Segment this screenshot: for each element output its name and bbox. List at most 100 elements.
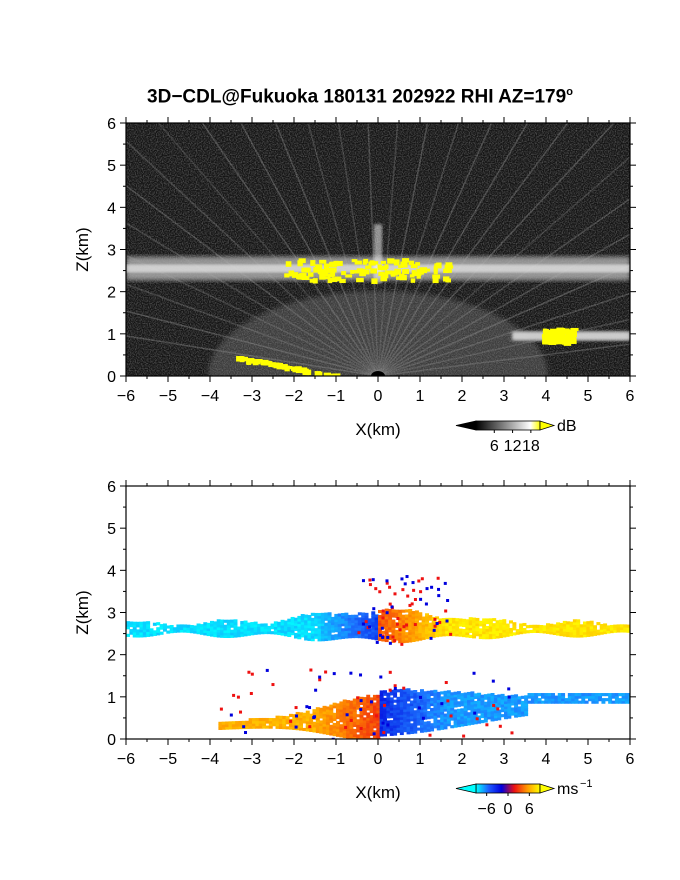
velocity-cell	[225, 726, 230, 730]
velocity-cell	[320, 625, 325, 629]
velocity-outlier	[364, 620, 368, 624]
velocity-cell	[420, 724, 424, 728]
velocity-cell	[393, 707, 398, 711]
velocity-outlier	[462, 734, 466, 738]
velocity-cell	[342, 709, 347, 713]
velocity-cell	[216, 629, 221, 633]
velocity-cell	[142, 631, 147, 635]
velocity-cell	[369, 727, 374, 731]
velocity-outlier	[406, 594, 410, 598]
velocity-cell	[310, 620, 315, 624]
velocity-cell	[606, 630, 611, 634]
velocity-cell	[337, 631, 342, 635]
saturated-pixel	[335, 260, 343, 267]
y-tick-label: 3	[107, 243, 116, 260]
velocity-cell	[530, 693, 535, 697]
velocity-cell	[445, 625, 450, 629]
velocity-outlier	[402, 686, 406, 690]
velocity-cell	[480, 699, 485, 703]
velocity-cell	[569, 624, 574, 628]
velocity-cell	[576, 626, 581, 631]
velocity-cell	[458, 620, 463, 625]
velocity-cell	[383, 728, 387, 732]
velocity-cell	[349, 728, 354, 732]
x-tick-label: 2	[458, 388, 467, 405]
velocity-cell	[332, 725, 337, 729]
velocity-cell	[258, 720, 263, 724]
velocity-cell	[337, 618, 342, 622]
velocity-cell	[386, 707, 391, 711]
velocity-cell	[282, 718, 287, 722]
velocity-outlier	[435, 621, 439, 625]
velocity-cell	[371, 623, 376, 628]
velocity-cell	[398, 629, 403, 634]
velocity-cell	[176, 626, 181, 631]
saturated-pixel	[387, 258, 395, 264]
velocity-cell	[460, 698, 465, 702]
saturated-pixel	[290, 367, 297, 371]
velocity-cell	[342, 714, 347, 718]
velocity-cell	[330, 621, 335, 626]
velocity-cell	[510, 702, 515, 706]
velocity-cell	[574, 700, 579, 704]
velocity-cell	[258, 725, 263, 729]
velocity-cell	[352, 701, 357, 705]
velocity-cell	[295, 727, 300, 731]
velocity-outlier	[359, 699, 363, 703]
velocity-cell	[288, 723, 293, 728]
velocity-cell	[411, 611, 416, 615]
velocity-cell	[492, 625, 497, 629]
velocity-cell	[399, 704, 404, 708]
velocity-cell	[238, 720, 243, 725]
velocity-cell	[443, 695, 448, 699]
velocity-cell	[391, 624, 396, 628]
velocity-cell	[420, 714, 424, 718]
velocity-cell	[455, 618, 460, 622]
velocity-cell	[420, 689, 424, 693]
velocity-cell	[475, 625, 480, 629]
velocity-cell	[364, 622, 369, 627]
velocity-cell	[223, 624, 228, 628]
velocity-cell	[388, 624, 393, 628]
velocity-cell	[472, 620, 477, 624]
velocity-cell	[502, 626, 507, 630]
velocity-cell	[129, 629, 134, 633]
velocity-outlier	[308, 706, 312, 710]
velocity-cell	[203, 632, 208, 636]
velocity-cell	[488, 633, 493, 637]
velocity-cell	[416, 702, 421, 706]
velocity-cell	[433, 692, 438, 696]
velocity-cell	[492, 618, 497, 622]
velocity-cell	[341, 630, 345, 634]
velocity-cell	[547, 695, 552, 699]
velocity-cell	[221, 724, 226, 728]
velocity-cell	[136, 631, 141, 636]
velocity-cell	[362, 719, 367, 723]
velocity-cell	[430, 710, 435, 714]
velocity-cell	[399, 688, 404, 693]
velocity-outlier	[375, 640, 379, 644]
velocity-cell	[599, 623, 604, 628]
velocity-cell	[441, 625, 446, 629]
velocity-cell	[189, 627, 194, 631]
velocity-cell	[438, 631, 443, 635]
velocity-cell	[510, 699, 515, 703]
velocity-cell	[411, 628, 416, 632]
velocity-cell	[327, 614, 332, 618]
velocity-cell	[420, 699, 424, 703]
velocity-cell	[456, 718, 461, 723]
velocity-cell	[460, 695, 465, 699]
saturated-pixel	[402, 268, 410, 274]
saturated-pixel	[547, 331, 555, 336]
velocity-cell	[376, 720, 381, 724]
velocity-cell	[238, 726, 243, 730]
velocity-outlier	[361, 622, 365, 626]
velocity-cell	[277, 629, 282, 633]
velocity-cell	[374, 629, 379, 633]
velocity-cell	[381, 620, 386, 624]
velocity-cell	[287, 621, 292, 625]
velocity-cell	[381, 618, 386, 622]
velocity-outlier	[395, 622, 399, 626]
x-tick-label: 1	[416, 388, 425, 405]
velocity-cell	[483, 711, 488, 715]
